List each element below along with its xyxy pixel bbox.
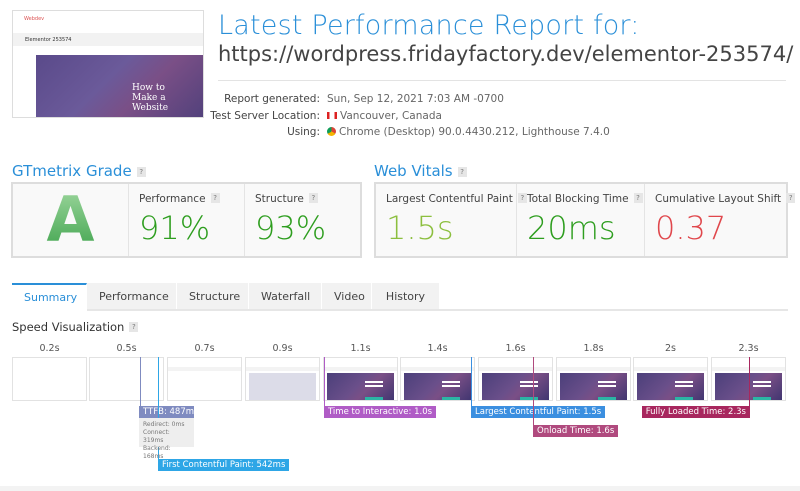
tab-performance[interactable]: Performance: [87, 283, 177, 310]
speed-visualization-title: Speed Visualization: [12, 320, 125, 334]
tab-history[interactable]: History: [372, 283, 440, 310]
ttfb-breakdown: Redirect: 0ms Connect: 319ms Backend: 16…: [139, 418, 194, 460]
filmstrip-frame[interactable]: [711, 357, 786, 401]
speed-visualization-heading: Speed Visualization?: [12, 320, 139, 334]
performance-label: Performance: [139, 193, 206, 205]
frame-time-label: 0.2s: [39, 343, 60, 354]
help-icon[interactable]: ?: [308, 193, 318, 203]
frame-time-label: 1.6s: [505, 343, 526, 354]
help-icon[interactable]: ?: [129, 322, 139, 332]
frame-time-label: 0.5s: [116, 343, 137, 354]
filmstrip-frame[interactable]: [478, 357, 553, 401]
cls-value: 0.37: [655, 209, 727, 247]
marker-line: [749, 357, 750, 407]
cls-cell: Cumulative Layout Shift? 0.37: [645, 184, 800, 256]
help-icon[interactable]: ?: [136, 167, 146, 177]
report-generated-label: Report generated:: [224, 93, 320, 105]
web-vitals-box: Largest Contentful Paint? 1.5s Total Blo…: [374, 182, 796, 258]
thumb-brand: Webdev: [24, 16, 45, 22]
lcp-value: 1.5s: [386, 209, 454, 247]
tab-video[interactable]: Video: [322, 283, 372, 310]
web-vitals-title: Web Vitals: [374, 162, 453, 180]
help-icon[interactable]: ?: [786, 193, 796, 203]
frame-time-label: 0.7s: [194, 343, 215, 354]
gtmetrix-grade-box: A Performance? 91% Structure? 93%: [11, 182, 362, 258]
ttfb-redirect: Redirect: 0ms: [143, 421, 185, 428]
performance-value: 91%: [139, 209, 211, 247]
marker-label: First Contentful Paint: 542ms: [158, 459, 290, 471]
ttfb-connect: Connect: 319ms: [143, 429, 170, 444]
marker-line: [140, 357, 141, 407]
thumb-hero: How to Make a Website: [36, 55, 203, 117]
report-title: Latest Performance Report for:: [218, 10, 640, 41]
marker-label: Time to Interactive: 1.0s: [324, 406, 437, 418]
using-value: Chrome (Desktop) 90.0.4430.212, Lighthou…: [339, 126, 610, 138]
page-screenshot-thumbnail[interactable]: Webdev Elementor 253574 How to Make a We…: [12, 10, 204, 118]
frame-time-label: 2s: [665, 343, 676, 354]
filmstrip-frame[interactable]: [556, 357, 631, 401]
frame-time-label: 1.4s: [427, 343, 448, 354]
help-icon[interactable]: ?: [457, 167, 467, 177]
frame-time-label: 0.9s: [272, 343, 293, 354]
report-url[interactable]: https://wordpress.fridayfactory.dev/elem…: [218, 42, 794, 66]
filmstrip-frame[interactable]: [245, 357, 320, 401]
web-vitals-heading: Web Vitals?: [374, 162, 467, 180]
grade-cell: A: [13, 184, 129, 256]
chrome-icon: [327, 127, 336, 136]
marker-label: TTFB: 487ms: [139, 406, 198, 418]
lcp-label: Largest Contentful Paint: [386, 193, 513, 205]
help-icon[interactable]: ?: [210, 193, 220, 203]
canada-flag-icon: [327, 112, 337, 119]
tab-structure[interactable]: Structure: [177, 283, 249, 310]
cls-label: Cumulative Layout Shift: [655, 193, 782, 205]
page-footer-edge: [0, 486, 800, 491]
divider: [218, 80, 786, 81]
tab-summary[interactable]: Summary: [12, 283, 87, 310]
filmstrip-frame[interactable]: [167, 357, 242, 401]
report-tabs: Summary Performance Structure Waterfall …: [12, 283, 440, 310]
structure-label: Structure: [255, 193, 304, 205]
server-location-label: Test Server Location:: [210, 110, 320, 122]
filmstrip-frame[interactable]: [400, 357, 475, 401]
tbt-value: 20ms: [527, 209, 616, 247]
report-generated-value: Sun, Sep 12, 2021 7:03 AM -0700: [327, 93, 504, 105]
marker-line: [533, 357, 534, 426]
help-icon[interactable]: ?: [517, 193, 527, 203]
marker-label: Fully Loaded Time: 2.3s: [641, 406, 750, 418]
marker-line: [471, 357, 472, 407]
thumb-hero-text: How to Make a Website: [132, 83, 169, 113]
filmstrip-frame[interactable]: [89, 357, 164, 401]
frame-time-label: 2.3s: [738, 343, 759, 354]
tbt-label: Total Blocking Time: [527, 193, 629, 205]
structure-cell: Structure? 93%: [245, 184, 360, 256]
frame-time-label: 1.1s: [350, 343, 371, 354]
tab-underline: [87, 309, 788, 311]
marker-label: Largest Contentful Paint: 1.5s: [471, 406, 606, 418]
filmstrip-frame[interactable]: [633, 357, 708, 401]
marker-line: [158, 357, 159, 460]
tab-waterfall[interactable]: Waterfall: [249, 283, 322, 310]
grade-letter: A: [15, 186, 126, 254]
frame-time-label: 1.8s: [583, 343, 604, 354]
ttfb-backend: Backend: 168ms: [143, 445, 171, 460]
server-location-value: Vancouver, Canada: [340, 110, 442, 122]
filmstrip-frame[interactable]: [12, 357, 87, 401]
gtmetrix-grade-heading: GTmetrix Grade?: [12, 162, 146, 180]
performance-cell: Performance? 91%: [129, 184, 245, 256]
using-label: Using:: [287, 126, 320, 138]
marker-label: Onload Time: 1.6s: [533, 425, 619, 437]
help-icon[interactable]: ?: [633, 193, 643, 203]
thumb-site-title: Elementor 253574: [13, 33, 203, 46]
structure-value: 93%: [255, 209, 327, 247]
gtmetrix-grade-title: GTmetrix Grade: [12, 162, 132, 180]
marker-line: [324, 357, 325, 407]
tbt-cell: Total Blocking Time? 20ms: [517, 184, 645, 256]
filmstrip-frame[interactable]: [323, 357, 398, 401]
lcp-cell: Largest Contentful Paint? 1.5s: [376, 184, 527, 256]
